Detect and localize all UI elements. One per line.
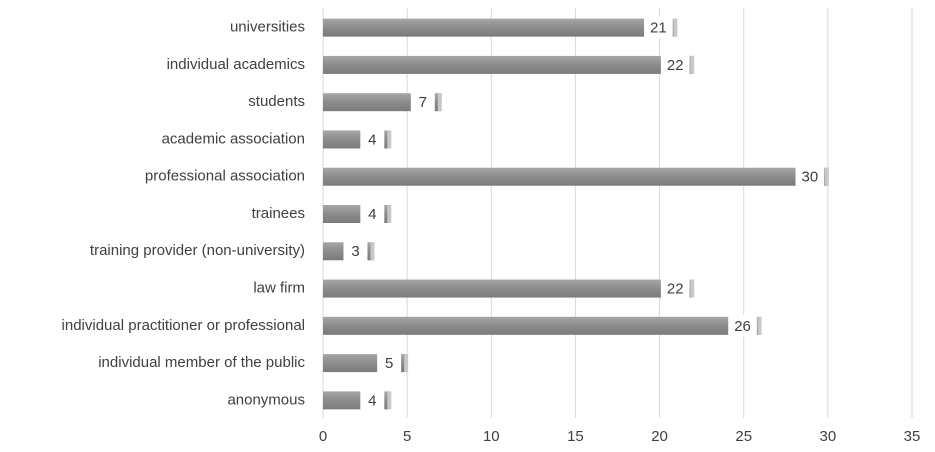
data-label-box xyxy=(410,91,435,114)
data-label: 5 xyxy=(385,355,393,372)
bar xyxy=(323,279,694,298)
data-label-box xyxy=(377,352,402,375)
data-label: 7 xyxy=(419,94,427,111)
bar-cap xyxy=(673,18,678,37)
data-label: 21 xyxy=(650,20,667,37)
data-label-box xyxy=(660,277,690,300)
y-tick-label: academic association xyxy=(162,130,305,147)
data-label-box xyxy=(728,314,757,337)
y-tick-label: students xyxy=(248,93,305,110)
x-tick-label: 35 xyxy=(904,428,921,445)
data-label: 30 xyxy=(802,169,819,186)
bar xyxy=(323,18,677,37)
bar-cap xyxy=(387,391,392,410)
bar xyxy=(323,55,694,74)
bar xyxy=(323,167,828,186)
data-label-box xyxy=(360,389,385,412)
data-label: 26 xyxy=(734,318,751,335)
data-label: 22 xyxy=(667,281,684,298)
bar-cap xyxy=(757,316,762,335)
x-tick-label: 25 xyxy=(735,428,752,445)
bar-cap xyxy=(690,279,695,298)
y-tick-label: trainees xyxy=(252,205,305,222)
bar xyxy=(323,316,761,335)
data-label: 22 xyxy=(667,57,684,74)
y-tick-label: universities xyxy=(230,19,305,36)
y-tick-label: individual practitioner or professional xyxy=(62,317,305,334)
bar-cap xyxy=(404,354,409,373)
data-label-box xyxy=(360,128,385,151)
bar-cap xyxy=(387,205,392,223)
x-tick-label: 5 xyxy=(403,428,411,445)
y-tick-label: training provider (non-university) xyxy=(90,242,305,259)
y-tick-label: anonymous xyxy=(227,391,305,408)
bar-cap xyxy=(370,242,375,261)
y-tick-label: individual academics xyxy=(167,56,305,73)
data-label: 3 xyxy=(351,243,359,260)
x-tick-label: 10 xyxy=(483,428,500,445)
data-label: 4 xyxy=(368,206,376,223)
x-tick-label: 20 xyxy=(651,428,668,445)
data-label-box xyxy=(795,165,825,188)
x-tick-label: 15 xyxy=(567,428,584,445)
y-tick-label: law firm xyxy=(253,280,305,297)
bar-cap xyxy=(437,93,442,112)
data-label: 4 xyxy=(368,131,376,148)
x-tick-label: 30 xyxy=(820,428,837,445)
y-tick-label: individual member of the public xyxy=(98,354,305,371)
data-label-box xyxy=(343,240,368,263)
data-label-box xyxy=(360,203,385,225)
x-tick-label: 0 xyxy=(319,428,327,445)
bar-cap xyxy=(690,55,695,74)
bar-cap xyxy=(824,167,829,186)
y-tick-label: professional association xyxy=(145,168,305,185)
bar-cap xyxy=(387,130,392,149)
data-label-box xyxy=(660,53,690,76)
data-label: 4 xyxy=(368,392,376,409)
data-label-box xyxy=(644,16,673,39)
